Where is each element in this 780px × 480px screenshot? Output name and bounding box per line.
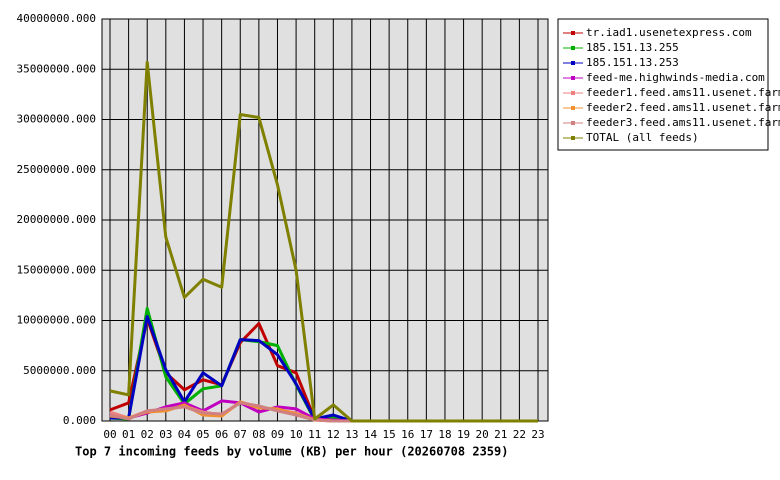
legend-label: TOTAL (all feeds) (586, 131, 699, 144)
x-tick-label: 17 (420, 428, 433, 441)
x-tick-label: 13 (345, 428, 358, 441)
y-tick-label: 40000000.000 (17, 12, 96, 25)
legend-label: tr.iad1.usenetexpress.com (586, 26, 752, 39)
x-tick-label: 06 (215, 428, 228, 441)
legend-marker (571, 31, 575, 35)
x-tick-label: 05 (196, 428, 209, 441)
series-line (109, 60, 538, 423)
x-tick-label: 14 (364, 428, 378, 441)
legend-label: feed-me.highwinds-media.com (586, 71, 765, 84)
x-tick-label: 07 (234, 428, 247, 441)
legend-marker (571, 76, 575, 80)
x-tick-label: 20 (476, 428, 489, 441)
y-tick-label: 5000000.000 (23, 364, 96, 377)
legend-label: 185.151.13.253 (586, 56, 679, 69)
y-tick-label: 25000000.000 (17, 163, 96, 176)
legend-marker (571, 61, 575, 65)
x-tick-label: 12 (327, 428, 340, 441)
chart-title: Top 7 incoming feeds by volume (KB) per … (75, 445, 508, 459)
y-tick-label: 20000000.000 (17, 213, 96, 226)
legend-marker (571, 91, 575, 95)
x-tick-label: 04 (178, 428, 192, 441)
x-tick-label: 08 (252, 428, 265, 441)
x-tick-label: 16 (401, 428, 414, 441)
x-tick-label: 15 (383, 428, 396, 441)
legend-marker (571, 46, 575, 50)
x-tick-label: 00 (103, 428, 116, 441)
y-tick-label: 10000000.000 (17, 314, 96, 327)
x-tick-label: 09 (271, 428, 284, 441)
x-tick-label: 02 (141, 428, 154, 441)
legend-marker (571, 121, 575, 125)
legend-label: 185.151.13.255 (586, 41, 679, 54)
x-tick-label: 21 (494, 428, 507, 441)
legend-marker (571, 106, 575, 110)
x-tick-label: 22 (513, 428, 526, 441)
x-tick-label: 23 (531, 428, 544, 441)
x-tick-label: 19 (457, 428, 470, 441)
x-tick-label: 18 (438, 428, 451, 441)
legend-box (557, 18, 769, 151)
x-tick-label: 01 (122, 428, 135, 441)
x-tick-label: 03 (159, 428, 172, 441)
x-tick-label: 11 (308, 428, 321, 441)
y-tick-label: 30000000.000 (17, 113, 96, 126)
legend-marker (571, 136, 575, 140)
legend-label: feeder1.feed.ams11.usenet.farm (586, 86, 780, 99)
x-tick-label: 10 (289, 428, 302, 441)
y-tick-label: 15000000.000 (17, 263, 96, 276)
legend-label: feeder2.feed.ams11.usenet.farm (586, 101, 780, 114)
y-tick-label: 35000000.000 (17, 62, 96, 75)
y-tick-label: 0.000 (63, 414, 96, 427)
legend-label: feeder3.feed.ams11.usenet.farm (586, 116, 780, 129)
